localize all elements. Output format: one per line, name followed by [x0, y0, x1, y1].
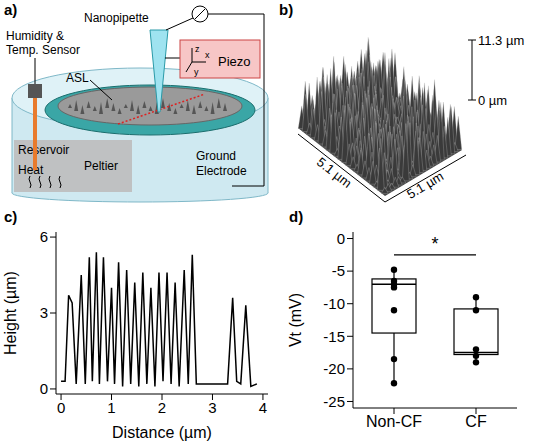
svg-text:-20: -20 — [323, 360, 345, 377]
svg-text:11.3 µm: 11.3 µm — [478, 33, 524, 48]
svg-text:b): b) — [279, 1, 293, 18]
svg-text:Reservoir: Reservoir — [18, 143, 69, 157]
html-text:d): d) — [289, 208, 304, 225]
svg-text:ASL: ASL — [66, 71, 89, 85]
svg-text:4: 4 — [259, 399, 267, 416]
svg-text:-15: -15 — [323, 328, 345, 345]
svg-text:Nanopipette: Nanopipette — [84, 11, 149, 25]
svg-text:2: 2 — [158, 399, 166, 416]
svg-text:CF: CF — [465, 413, 487, 430]
svg-text:Peltier: Peltier — [84, 159, 118, 173]
svg-text:6: 6 — [40, 228, 48, 245]
svg-text:-5: -5 — [332, 262, 345, 279]
svg-text:5.1 µm: 5.1 µm — [404, 168, 446, 201]
svg-text:Non-CF: Non-CF — [366, 413, 422, 430]
svg-text:Temp. Sensor: Temp. Sensor — [6, 43, 80, 57]
svg-text:x: x — [205, 50, 210, 60]
svg-text:y: y — [194, 67, 199, 77]
svg-text:1: 1 — [107, 399, 115, 416]
svg-text:a): a) — [4, 1, 17, 18]
svg-text:-10: -10 — [323, 295, 345, 312]
svg-text:Piezo: Piezo — [218, 54, 251, 69]
svg-text:0: 0 — [57, 399, 65, 416]
svg-text:z: z — [195, 44, 200, 54]
svg-text:0: 0 — [40, 380, 48, 397]
svg-text:5.1 µm: 5.1 µm — [314, 154, 355, 190]
svg-text:-25: -25 — [323, 393, 345, 410]
svg-text:0: 0 — [337, 230, 345, 247]
svg-text:3: 3 — [40, 304, 48, 321]
svg-text:Humidity &: Humidity & — [6, 29, 64, 43]
svg-text:0 µm: 0 µm — [478, 93, 507, 108]
svg-text:Heat: Heat — [18, 163, 44, 177]
svg-text:Ground: Ground — [196, 149, 236, 163]
svg-text:Vt (mV): Vt (mV) — [287, 293, 304, 347]
svg-text:Height (µm): Height (µm) — [2, 271, 19, 355]
html-text:c): c) — [4, 208, 18, 225]
svg-text:Electrode: Electrode — [196, 164, 247, 178]
svg-text:3: 3 — [208, 399, 216, 416]
svg-text:*: * — [431, 234, 438, 254]
svg-text:Distance (µm): Distance (µm) — [112, 424, 212, 441]
